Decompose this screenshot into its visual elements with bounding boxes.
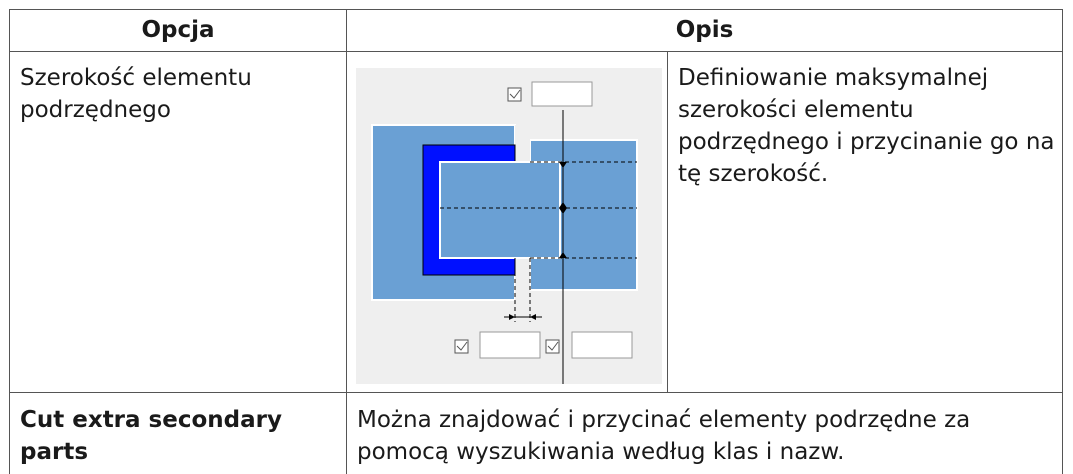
description-cell: Można znajdować i przycinać elementy pod… bbox=[357, 407, 971, 465]
description-cell: Definiowanie maksymalnej szerokości elem… bbox=[678, 65, 1055, 187]
header-cell: Opis bbox=[675, 17, 734, 43]
option-cell: Szerokość elementu podrzędnego bbox=[20, 65, 252, 123]
diagram bbox=[356, 68, 662, 384]
border bbox=[9, 9, 1063, 10]
border bbox=[9, 9, 10, 474]
border bbox=[9, 392, 1063, 393]
border bbox=[9, 51, 1063, 52]
border bbox=[667, 51, 668, 392]
header-cell: Opcja bbox=[141, 17, 215, 43]
option-cell: Cut extra secondary parts bbox=[20, 407, 282, 465]
border bbox=[346, 9, 347, 474]
border bbox=[1062, 9, 1063, 474]
